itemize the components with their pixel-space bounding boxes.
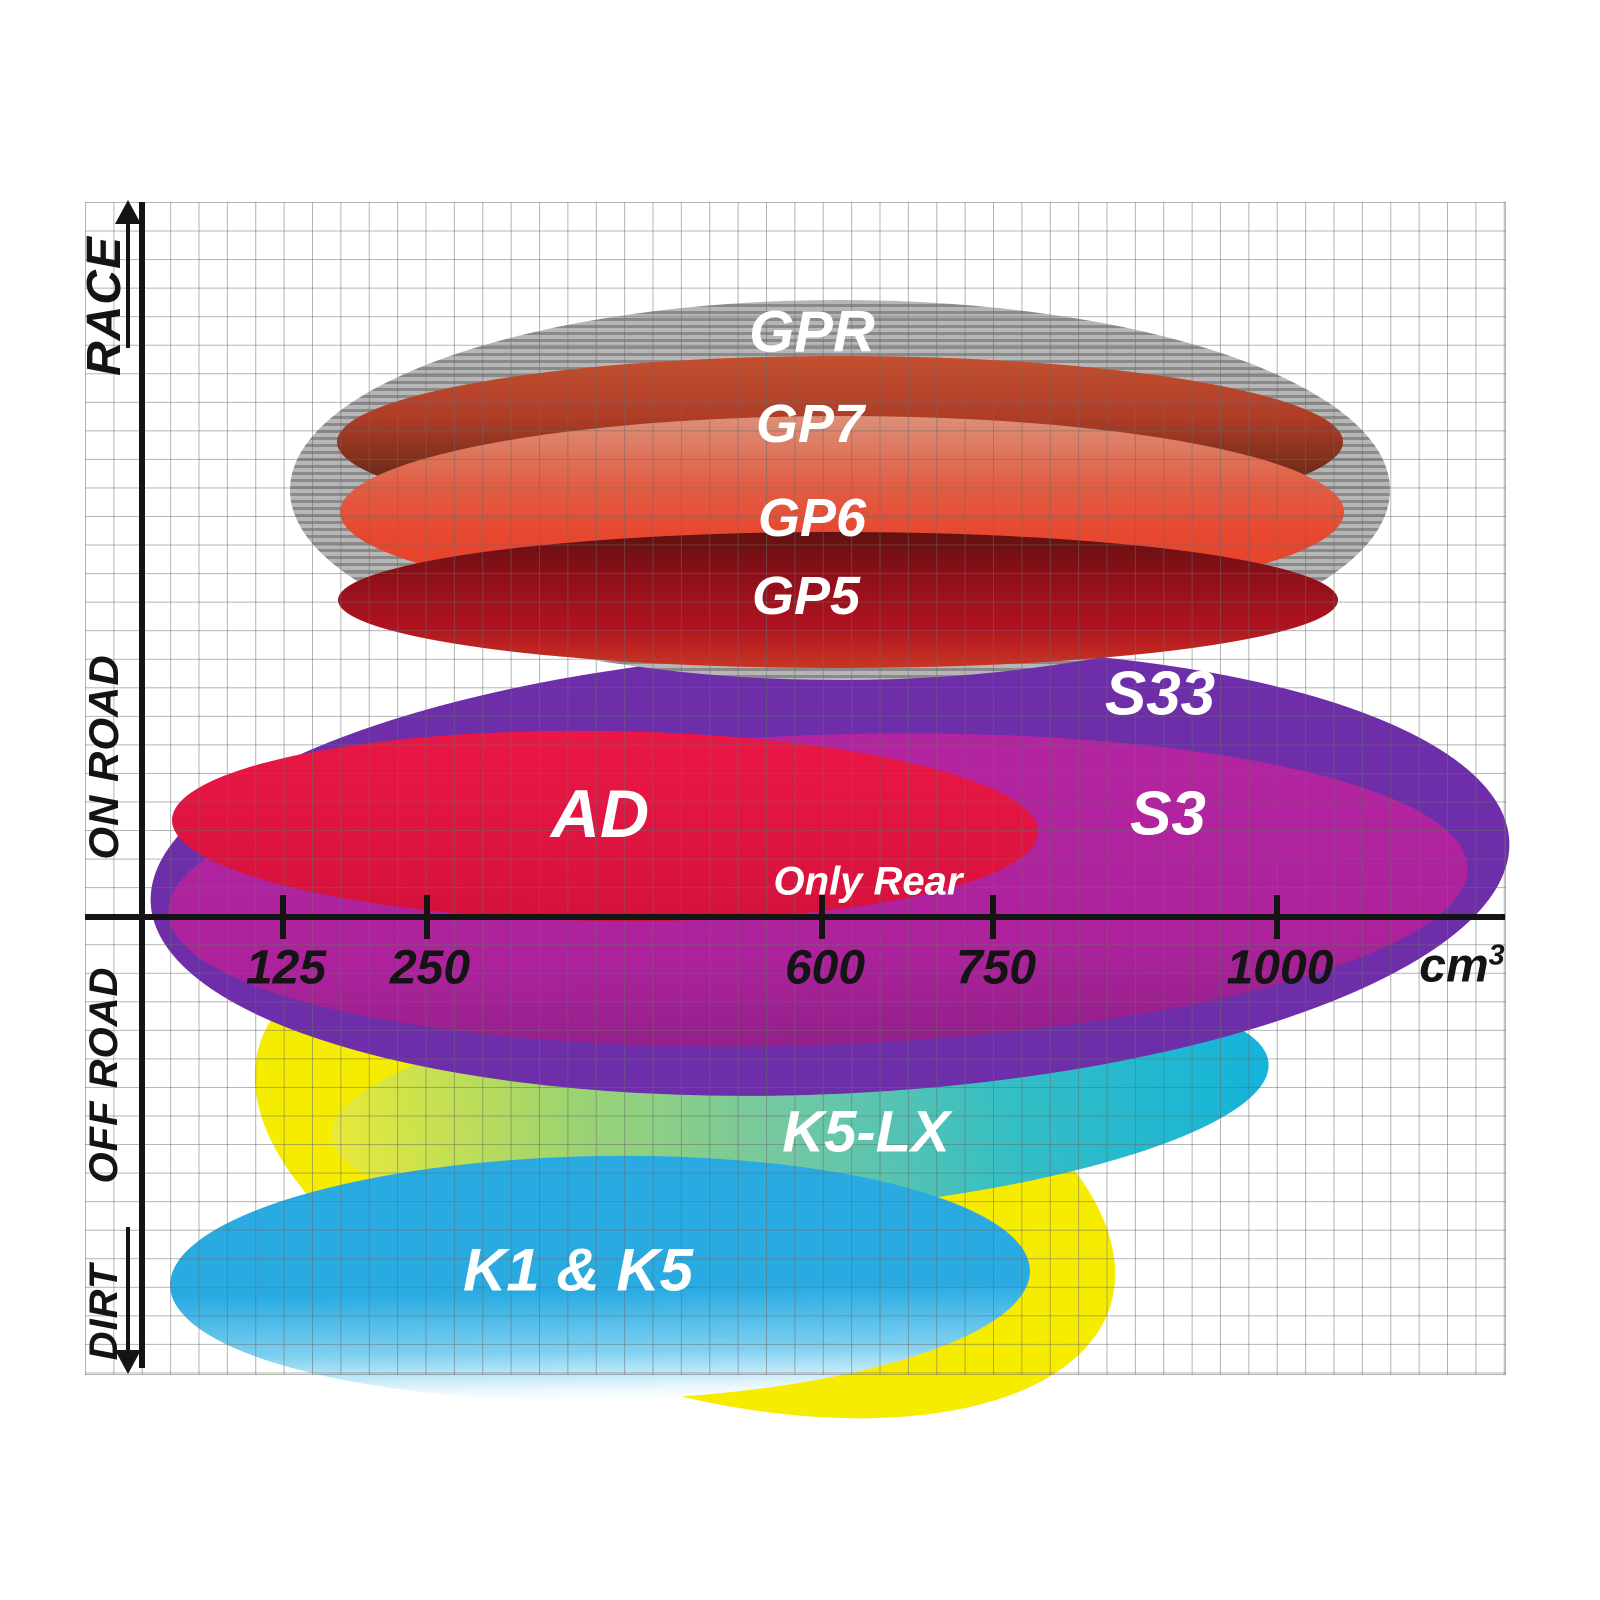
region-label-k1k5: K1 & K5 [462,1236,694,1304]
y-axis [139,202,145,1368]
y-axis-label-off-road: OFF ROAD [81,966,126,1184]
tick-125 [280,895,286,939]
tick-label-250: 250 [389,941,471,995]
region-label-ad: AD [550,776,650,852]
region-label-gpr: GPR [749,299,875,365]
region-label-gp7: GP7 [755,394,865,454]
region-label-s33: S33 [1104,659,1216,729]
y-axis-label-on-road: ON ROAD [80,654,127,860]
tick-label-1000: 1000 [1226,941,1334,995]
region-note-only-rear: Only Rear [773,859,963,904]
region-label-s3: S3 [1130,779,1206,849]
x-axis [85,914,1505,920]
x-axis-unit-sup: 3 [1488,939,1505,972]
tick-250 [424,895,430,939]
region-label-gp5: GP5 [751,566,861,626]
tick-label-750: 750 [955,941,1037,995]
y-axis-label-dirt: DIRT [81,1263,126,1361]
tick-1000 [1274,895,1280,939]
tick-750 [990,895,996,939]
x-axis-unit-text: cm [1419,939,1489,993]
region-label-k5lx: K5-LX [782,1099,950,1165]
tick-label-600: 600 [784,941,866,995]
y-axis-label-race: RACE [77,236,131,377]
x-axis-unit: cm3 [1419,939,1504,994]
tick-label-125: 125 [245,941,327,995]
region-label-gp6: GP6 [757,488,867,548]
